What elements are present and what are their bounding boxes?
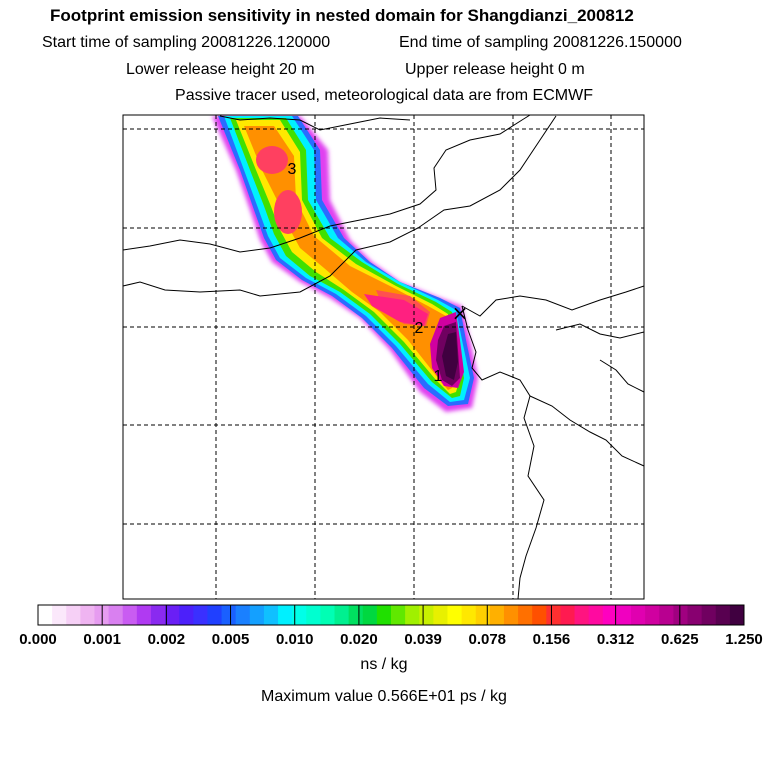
colorbar-cell	[193, 605, 208, 625]
receptor-marker: ×	[452, 301, 469, 325]
colorbar-cell	[405, 605, 420, 625]
plume-label-3: 3	[288, 161, 297, 178]
colorbar-tick-label: 0.078	[468, 631, 506, 648]
colorbar-cell	[108, 605, 124, 625]
colorbar-cell	[165, 605, 180, 625]
colorbar-cell	[518, 605, 533, 625]
colorbar-tick-label: 1.250	[725, 631, 763, 648]
colorbar-cell	[306, 605, 321, 625]
plume-red	[256, 146, 428, 326]
colorbar-tick-label: 0.625	[661, 631, 699, 648]
colorbar-cell	[221, 605, 237, 625]
colorbar-cell	[150, 605, 166, 625]
colorbar-cell	[560, 605, 576, 625]
colorbar-cell	[334, 605, 350, 625]
tracer-note: Passive tracer used, meteorological data…	[175, 87, 593, 104]
colorbar-cell	[532, 605, 547, 625]
colorbar-tick-label: 0.039	[404, 631, 442, 648]
colorbar-cell	[687, 605, 703, 625]
colorbar-cell	[447, 605, 463, 625]
start-time-label: Start time of sampling 20081226.120000	[42, 34, 331, 51]
colorbar-tick-label: 0.156	[533, 631, 571, 648]
colorbar-cell	[263, 605, 279, 625]
end-time-label: End time of sampling 20081226.150000	[399, 34, 682, 51]
plume-label-2: 2	[415, 320, 424, 337]
colorbar-cell	[320, 605, 336, 625]
colorbar-cell	[546, 605, 561, 625]
colorbar-cell	[729, 605, 745, 625]
lat-lon-grid	[123, 115, 644, 599]
colorbar-cell	[207, 605, 223, 625]
colorbar-cells	[38, 605, 745, 625]
colorbar-cell	[461, 605, 477, 625]
colorbar-cell	[503, 605, 519, 625]
colorbar-cell	[602, 605, 618, 625]
colorbar-cell	[348, 605, 364, 625]
plume-label-1: 1	[434, 368, 443, 385]
lower-release-height-label: Lower release height 20 m	[126, 61, 315, 78]
colorbar-cell	[376, 605, 392, 625]
upper-release-height-label: Upper release height 0 m	[405, 61, 585, 78]
coastline	[122, 114, 645, 600]
colorbar-ticks	[37, 605, 745, 625]
colorbar-cell	[588, 605, 604, 625]
map-frame	[122, 114, 645, 600]
colorbar-tick-label: 0.002	[148, 631, 186, 648]
colorbar-cell	[52, 605, 67, 625]
colorbar-cell	[249, 605, 265, 625]
colorbar-cell	[574, 605, 590, 625]
colorbar-cell	[433, 605, 448, 625]
colorbar-cell	[38, 605, 53, 625]
colorbar-cell	[475, 605, 491, 625]
colorbar-cell	[701, 605, 717, 625]
plume-core	[430, 312, 464, 388]
colorbar-cell	[235, 605, 251, 625]
figure-title: Footprint emission sensitivity in nested…	[50, 6, 634, 25]
colorbar-cell	[645, 605, 660, 625]
colorbar-cell	[292, 605, 307, 625]
colorbar-cell	[489, 605, 505, 625]
colorbar-tick-label: 0.000	[19, 631, 57, 648]
colorbar-cell	[136, 605, 152, 625]
colorbar-cell	[80, 605, 95, 625]
colorbar-cell	[122, 605, 138, 625]
colorbar-tick-label: 0.020	[340, 631, 378, 648]
colorbar-cell	[66, 605, 81, 625]
colorbar-cell	[659, 605, 674, 625]
colorbar-tick-label: 0.001	[83, 631, 121, 648]
colorbar-tick-labels: 0.000 0.001 0.002 0.005 0.010 0.020 0.039 0.078…	[19, 631, 763, 648]
colorbar-cell	[391, 605, 406, 625]
colorbar-cell	[673, 605, 689, 625]
colorbar-units: ns / kg	[360, 656, 408, 673]
colorbar-cell	[278, 605, 293, 625]
colorbar-cell	[419, 605, 434, 625]
colorbar-cell	[179, 605, 194, 625]
colorbar-cell	[362, 605, 378, 625]
colorbar-tick-label: 0.010	[276, 631, 314, 648]
colorbar-tick-label: 0.312	[597, 631, 635, 648]
colorbar-cell	[616, 605, 632, 625]
colorbar-cell	[631, 605, 646, 625]
maximum-value-label: Maximum value 0.566E+01 ps / kg	[261, 688, 507, 705]
colorbar-cell	[715, 605, 731, 625]
colorbar-tick-label: 0.005	[212, 631, 250, 648]
